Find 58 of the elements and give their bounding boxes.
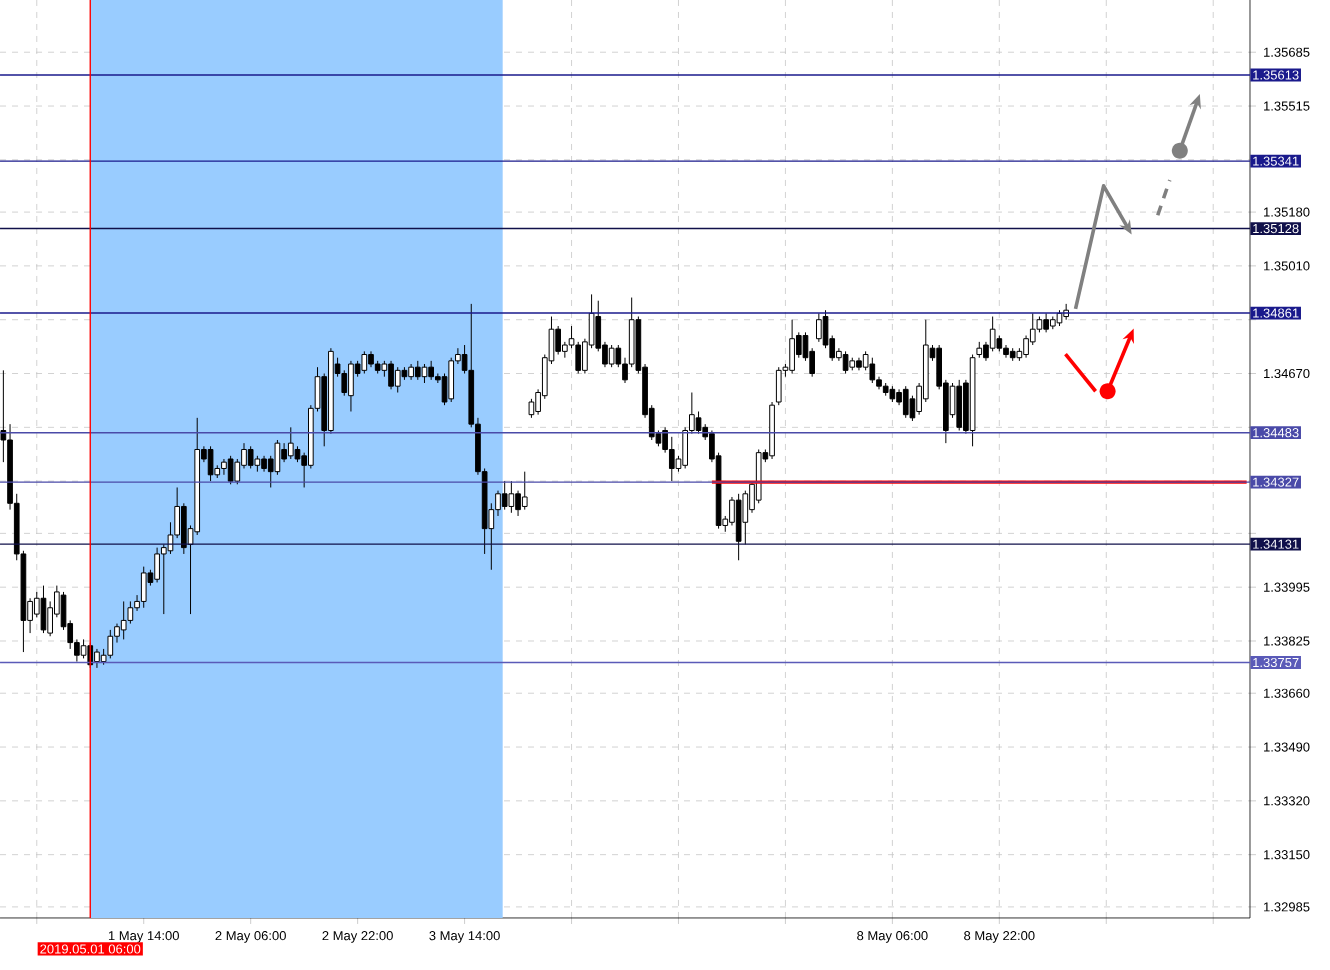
- candlestick: [996, 335, 1003, 352]
- candlestick: [80, 638, 87, 659]
- candlestick: [140, 566, 147, 609]
- candlestick: [94, 648, 100, 669]
- candlestick: [261, 455, 267, 473]
- candlestick: [1043, 312, 1049, 333]
- candlestick: [414, 360, 421, 381]
- candlestick: [401, 366, 408, 381]
- candlestick: [521, 471, 528, 511]
- candlestick: [555, 325, 561, 356]
- candlestick: [361, 350, 368, 375]
- candlestick: [127, 600, 134, 625]
- candlestick: [348, 360, 354, 412]
- candlestick: [221, 458, 227, 476]
- candlestick: [668, 436, 675, 482]
- candlestick: [902, 385, 909, 419]
- candlestick: [247, 445, 254, 469]
- candlestick: [207, 445, 214, 482]
- candlestick: [394, 366, 401, 394]
- candlestick: [856, 357, 862, 371]
- candlestick: [849, 357, 856, 371]
- candlestick: [107, 629, 114, 659]
- candlestick: [816, 312, 822, 343]
- candlestick: [1049, 316, 1056, 330]
- candlestick: [341, 369, 348, 397]
- candlestick: [120, 600, 127, 640]
- candlestick: [789, 319, 795, 375]
- candlestick: [274, 439, 281, 476]
- candlestick: [448, 357, 455, 403]
- candlestick: [374, 360, 381, 375]
- candlestick: [989, 316, 996, 352]
- candlestick: [1009, 347, 1016, 362]
- candlestick: [969, 354, 976, 447]
- candlestick: [294, 445, 301, 463]
- candlestick: [575, 341, 582, 375]
- candlestick: [408, 363, 414, 381]
- candlestick: [421, 363, 428, 384]
- candlestick: [1023, 335, 1029, 359]
- candlestick: [882, 382, 889, 397]
- candlestick: [194, 417, 201, 536]
- candlestick: [428, 360, 434, 381]
- candlestick: [889, 385, 896, 403]
- candlestick: [388, 360, 394, 390]
- candlestick: [869, 357, 876, 384]
- candlestick: [735, 493, 742, 561]
- candlestick: [608, 344, 615, 368]
- candlestick: [1003, 344, 1009, 359]
- candlestick: [755, 448, 762, 504]
- candlestick: [842, 350, 849, 375]
- candlestick: [528, 398, 535, 419]
- candlestick: [956, 379, 963, 431]
- candlestick: [695, 411, 702, 435]
- candlestick: [742, 490, 749, 545]
- candlestick: [775, 366, 782, 406]
- candlestick: [254, 455, 261, 473]
- candlestick: [40, 585, 47, 634]
- candlestick: [368, 350, 374, 368]
- candlestick: [287, 426, 294, 460]
